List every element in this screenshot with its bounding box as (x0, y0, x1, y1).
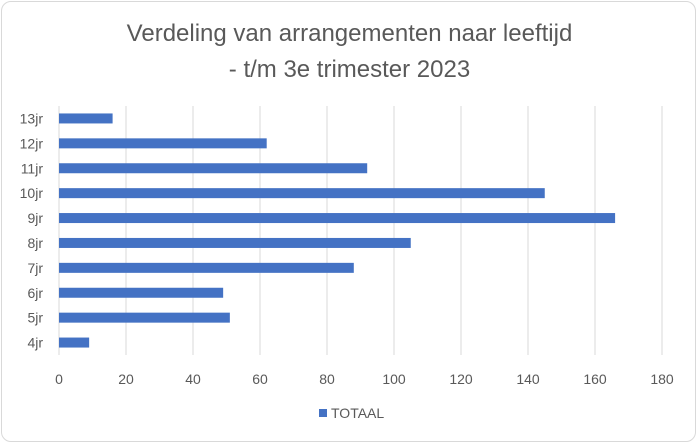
bar (59, 188, 545, 199)
category-label: 13jr (20, 110, 44, 126)
bar (59, 213, 616, 224)
x-tick-label: 180 (650, 371, 674, 387)
bar (59, 337, 90, 348)
category-label: 9jr (27, 210, 43, 226)
legend-label: TOTAAL (331, 405, 384, 421)
bar (59, 262, 354, 273)
category-label: 12jr (20, 135, 44, 151)
x-tick-label: 60 (252, 371, 268, 387)
x-axis-tick-labels: 0 20 40 60 80 100 120 140 160 180 (55, 371, 674, 387)
category-label: 10jr (20, 185, 44, 201)
x-tick-label: 120 (449, 371, 473, 387)
bar (59, 163, 368, 174)
category-label: 5jr (27, 310, 43, 326)
bar (59, 113, 113, 124)
chart-title-line-2: - t/m 3e trimester 2023 (228, 56, 471, 83)
x-tick-label: 0 (55, 371, 63, 387)
x-tick-label: 140 (516, 371, 540, 387)
category-label: 6jr (27, 285, 43, 301)
x-tick-label: 160 (583, 371, 607, 387)
x-tick-label: 100 (382, 371, 406, 387)
bar (59, 287, 224, 298)
bar (59, 237, 411, 248)
category-label: 7jr (27, 260, 43, 276)
x-tick-label: 20 (118, 371, 134, 387)
x-tick-label: 80 (319, 371, 335, 387)
chart-title-line-1: Verdeling van arrangementen naar leeftij… (126, 20, 573, 47)
category-label: 8jr (27, 235, 43, 251)
bars (59, 113, 616, 348)
legend: TOTAAL (319, 405, 384, 421)
x-tick-label: 40 (185, 371, 201, 387)
bar (59, 138, 267, 149)
legend-swatch (319, 409, 327, 417)
category-labels: 13jr 12jr 11jr 10jr 9jr 8jr 7jr 6jr 5jr 4jr (20, 110, 44, 350)
category-label: 4jr (27, 335, 43, 351)
category-label: 11jr (21, 160, 44, 176)
bar (59, 312, 230, 323)
